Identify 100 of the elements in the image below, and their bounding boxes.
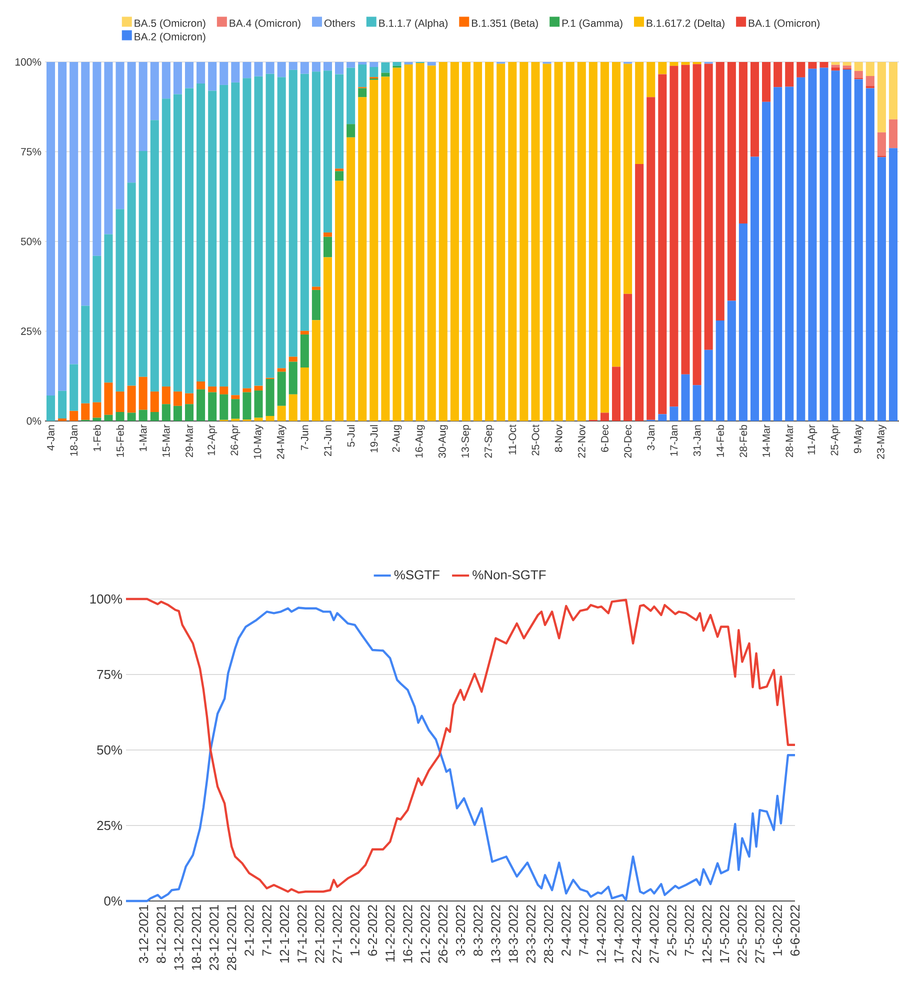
x-tick-label: 1-Mar <box>139 424 147 452</box>
bar <box>888 148 898 421</box>
bar <box>127 182 136 386</box>
x-tick-label: 17-1-2022 <box>297 905 307 963</box>
x-tick-label: 8-Nov <box>554 424 562 452</box>
bar <box>254 62 263 76</box>
bar <box>220 84 228 387</box>
bar <box>162 404 170 421</box>
x-tick-label: 17-5-2022 <box>720 905 730 963</box>
legend-label: %SGTF <box>394 570 440 580</box>
x-tick-label: 22-Nov <box>578 424 586 458</box>
x-tick-label: 1-Feb <box>93 424 101 452</box>
bar <box>681 64 690 374</box>
legend-label: %Non-SGTF <box>472 570 546 580</box>
bar <box>612 62 621 367</box>
bar <box>127 386 136 413</box>
bar <box>162 62 170 99</box>
bar <box>138 376 148 410</box>
x-tick-label: 17-4-2022 <box>614 905 624 963</box>
bar <box>727 62 736 301</box>
bar <box>831 70 840 421</box>
x-tick-label: 16-2-2022 <box>403 905 412 963</box>
x-tick-label: 11-2-2022 <box>385 905 395 962</box>
bar <box>266 416 274 421</box>
bar <box>427 66 436 421</box>
x-tick-label: 31-Jan <box>693 425 701 456</box>
x-tick-label: 26-2-2022 <box>438 905 448 963</box>
x-tick-label: 7-1-2022 <box>262 905 272 956</box>
bar <box>116 209 124 392</box>
bar <box>196 389 206 421</box>
bar <box>288 62 298 70</box>
bar <box>681 374 690 421</box>
bar <box>508 62 517 421</box>
bar <box>173 94 182 392</box>
bar <box>692 62 702 64</box>
x-tick-label: 22-5-2022 <box>738 905 747 963</box>
bar <box>81 62 90 306</box>
x-tick-label: 23-May <box>876 424 886 459</box>
bar <box>820 62 828 68</box>
bar <box>58 390 67 418</box>
bar <box>877 62 886 132</box>
bar <box>381 62 390 73</box>
bar <box>277 372 286 406</box>
x-tick-label: 8-3-2022 <box>474 905 483 956</box>
bar <box>184 404 194 421</box>
bar <box>116 62 124 210</box>
bar <box>92 256 102 402</box>
x-tick-label: 27-Sep <box>484 424 494 458</box>
x-tick-label: 28-12-2021 <box>227 905 236 970</box>
bar <box>173 392 182 406</box>
bar <box>220 386 228 394</box>
bar <box>104 382 113 415</box>
x-tick-label: 3-12-2021 <box>139 905 148 964</box>
x-tick-label: 30-Aug <box>438 425 448 458</box>
bar <box>727 300 736 421</box>
bar <box>323 62 332 71</box>
bar <box>300 368 309 421</box>
bar <box>266 378 274 416</box>
bar <box>208 386 217 392</box>
bar <box>323 232 332 237</box>
bar <box>646 62 656 98</box>
bar <box>831 64 840 68</box>
x-tick-label: 18-12-2021 <box>192 905 202 970</box>
bar <box>785 62 794 87</box>
bar <box>358 97 367 421</box>
x-tick-label: 22-4-2022 <box>632 905 642 963</box>
bar <box>208 62 217 91</box>
bar <box>692 64 702 386</box>
legend-label: B.1.617.2 (Delta) <box>646 19 724 29</box>
bar <box>92 62 102 256</box>
bar <box>70 62 78 364</box>
x-tick-label: 12-5-2022 <box>702 905 712 963</box>
bar <box>116 412 124 421</box>
bar <box>681 62 690 65</box>
bar <box>716 320 724 421</box>
x-tick-label: 12-4-2022 <box>596 905 606 963</box>
bar <box>808 62 817 69</box>
bar <box>173 406 182 421</box>
bar <box>196 382 206 390</box>
legend-label: BA.5 (Omicron) <box>134 19 206 29</box>
bar <box>288 70 298 357</box>
bar <box>92 402 102 418</box>
bar <box>404 64 413 421</box>
x-tick-label: 29-Mar <box>186 424 193 458</box>
y-tick-label: 0% <box>104 896 122 906</box>
bar <box>577 62 586 421</box>
bar <box>266 62 274 74</box>
bar <box>173 62 182 94</box>
x-tick-label: 7-4-2022 <box>579 905 588 956</box>
bar <box>624 294 632 421</box>
x-tick-label: 13-Sep <box>462 424 471 458</box>
legend-label: B.1.351 (Beta) <box>472 19 538 29</box>
bar <box>750 62 760 157</box>
bar <box>370 80 378 421</box>
x-tick-label: 12-1-2022 <box>280 905 290 963</box>
bar <box>312 320 320 421</box>
x-tick-label: 11-Apr <box>808 424 818 454</box>
bar <box>831 67 840 71</box>
legend-label: BA.2 (Omicron) <box>134 32 206 42</box>
bar <box>646 97 656 420</box>
